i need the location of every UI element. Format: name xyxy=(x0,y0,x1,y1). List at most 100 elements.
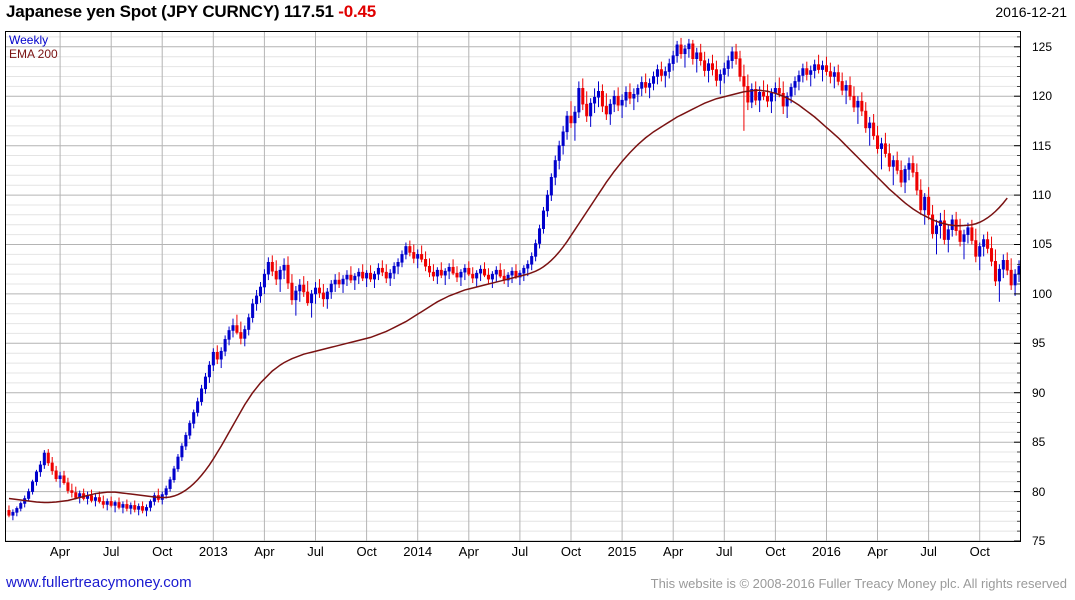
candle-body xyxy=(369,272,373,280)
candle-body xyxy=(50,462,54,472)
candle-body xyxy=(856,100,860,108)
candle-body xyxy=(699,52,703,61)
candle-body xyxy=(860,100,864,112)
candle-body xyxy=(608,103,612,115)
candle-body xyxy=(164,488,168,495)
candle-body xyxy=(479,268,483,274)
candle-body xyxy=(989,248,994,262)
candle-body xyxy=(321,292,325,300)
candle-body xyxy=(408,246,412,253)
candle-body xyxy=(404,246,408,255)
candle-body xyxy=(982,239,986,247)
candle-group[interactable] xyxy=(7,37,1020,521)
y-axis-label: 110 xyxy=(1032,188,1052,203)
candle-body xyxy=(895,160,899,171)
candle-body xyxy=(781,92,785,107)
candle-body xyxy=(628,91,632,99)
candle-body xyxy=(1005,260,1009,271)
site-url[interactable]: www.fullertreacymoney.com xyxy=(6,574,192,591)
candle-body xyxy=(412,252,416,259)
candle-body xyxy=(824,65,828,72)
candle-body xyxy=(133,505,137,510)
candle-body xyxy=(549,176,553,196)
candle-body xyxy=(392,265,396,274)
candle-body xyxy=(58,475,62,480)
candle-body xyxy=(74,492,78,498)
candle-body xyxy=(907,163,911,170)
candle-body xyxy=(54,470,58,480)
candle-body xyxy=(215,351,219,360)
candle-body xyxy=(7,510,11,516)
candle-body xyxy=(101,501,105,505)
candle-body xyxy=(105,501,109,505)
candle-body xyxy=(620,99,624,106)
candle-body xyxy=(93,497,97,501)
candle-body xyxy=(333,279,337,285)
candle-body xyxy=(262,273,266,288)
candle-body xyxy=(530,256,534,265)
candle-body xyxy=(27,491,31,499)
candle-body xyxy=(667,63,671,72)
candle-body xyxy=(801,68,805,76)
candle-body xyxy=(573,111,577,124)
candle-body xyxy=(695,52,699,59)
candle-body xyxy=(600,90,604,107)
candle-body xyxy=(765,95,770,102)
x-axis-label: Jul xyxy=(102,544,120,559)
candle-body xyxy=(640,82,644,89)
candle-body xyxy=(710,63,715,70)
candle-body xyxy=(357,271,361,277)
x-axis-label: Jul xyxy=(511,544,529,559)
x-axis-label: Apr xyxy=(867,544,888,559)
candle-body xyxy=(467,267,471,275)
candle-body xyxy=(447,266,451,272)
candle-body xyxy=(1001,260,1005,270)
chart-header: Japanese yen Spot (JPY CURNCY) 117.51 -0… xyxy=(0,0,1075,30)
candle-body xyxy=(887,153,891,167)
y-axis-label: 75 xyxy=(1032,534,1046,548)
y-axis-label: 85 xyxy=(1032,435,1046,450)
candle-body xyxy=(604,105,608,115)
candle-body xyxy=(612,95,616,105)
candle-body xyxy=(754,89,758,101)
candle-body xyxy=(66,482,70,491)
candle-body xyxy=(294,290,298,301)
candle-body xyxy=(345,274,349,280)
candle-body xyxy=(958,230,962,242)
candle-body xyxy=(278,269,282,280)
candlestick-chart[interactable] xyxy=(6,32,1020,541)
candle-body xyxy=(569,115,573,124)
candle-body xyxy=(255,295,259,305)
candle-body xyxy=(966,227,970,235)
candle-body xyxy=(616,95,620,106)
candle-body xyxy=(797,75,801,82)
candle-body xyxy=(365,272,369,279)
candle-body xyxy=(416,254,420,259)
candle-body xyxy=(510,270,514,276)
x-axis-label: Apr xyxy=(663,544,684,559)
candle-body xyxy=(675,44,679,57)
y-axis-label: 95 xyxy=(1032,336,1046,351)
candle-body xyxy=(137,506,141,510)
candle-body xyxy=(820,65,825,70)
candle-body xyxy=(593,96,597,104)
candle-body xyxy=(577,88,581,113)
x-axis-label: Apr xyxy=(254,544,275,559)
candle-body xyxy=(70,490,74,493)
candle-body xyxy=(384,271,388,279)
candle-body xyxy=(769,92,773,102)
candle-body xyxy=(1017,265,1020,275)
copyright-notice: This website is © 2008-2016 Fuller Treac… xyxy=(650,576,1067,591)
candle-body xyxy=(239,332,243,339)
candle-body xyxy=(636,88,640,95)
candle-body xyxy=(302,284,306,293)
candle-body xyxy=(840,81,844,91)
candle-body xyxy=(655,69,659,77)
chart-plot-area[interactable] xyxy=(5,31,1021,542)
candle-body xyxy=(266,261,270,275)
quote-date: 2016-12-21 xyxy=(995,4,1067,20)
candle-body xyxy=(931,214,935,234)
candle-body xyxy=(919,189,923,211)
x-axis-label: Jul xyxy=(307,544,324,559)
